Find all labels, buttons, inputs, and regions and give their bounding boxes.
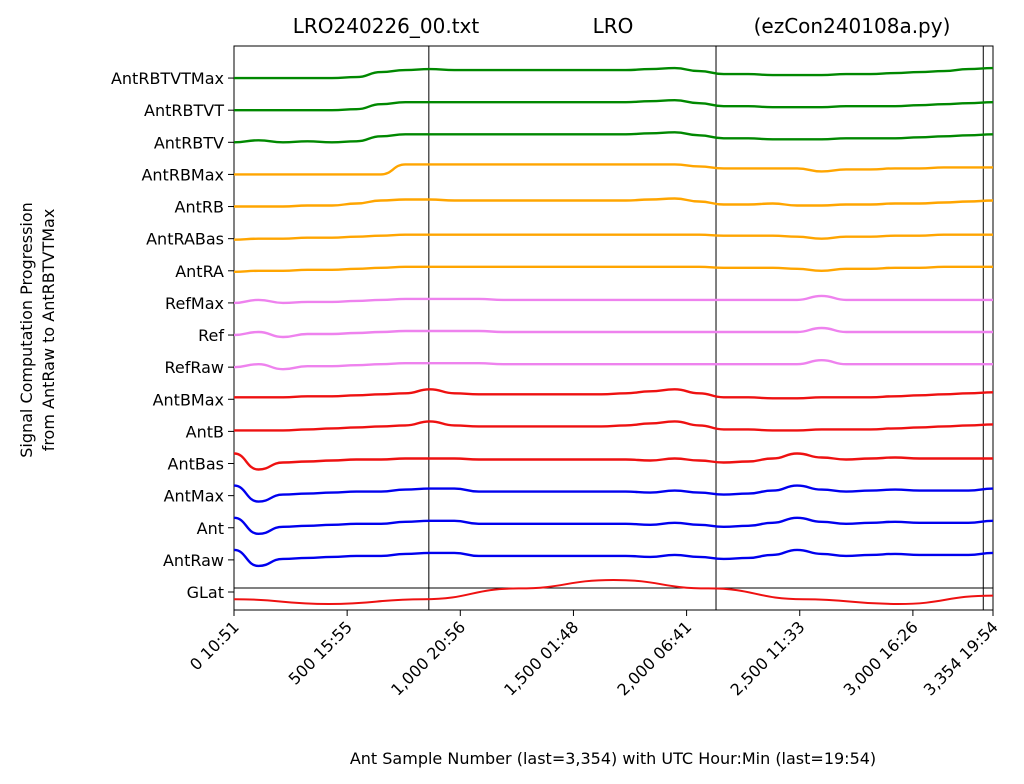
x-tick-label-7: 3,000 16:26 — [840, 617, 922, 699]
series-line-ant — [233, 516, 994, 535]
series-line-antraw — [233, 548, 994, 568]
x-tick-label-1: 0 10:51 — [186, 617, 243, 674]
series-line-antrbtv — [233, 131, 994, 144]
series-line-ref — [233, 326, 993, 339]
y-tick-label-antbmax: AntBMax — [153, 390, 224, 409]
y-tick-label-antb: AntB — [186, 422, 224, 441]
y-tick-label-glat: GLat — [187, 583, 224, 602]
plot-frame — [233, 45, 994, 611]
series-line-antmax — [233, 484, 994, 503]
x-tick-label-3: 1,000 20:56 — [387, 617, 469, 699]
y-tick-label-antmax: AntMax — [164, 487, 224, 506]
x-tick-label-8: 3,354 19:54 — [920, 617, 1002, 699]
y-tick-label-antrabas: AntRABas — [146, 230, 224, 249]
series-line-antbas — [233, 452, 993, 471]
series-line-glat — [233, 579, 994, 605]
y-axis-label-line-1: Signal Computation Progression — [17, 202, 36, 458]
y-axis-label: Signal Computation Progression from AntR… — [17, 202, 58, 458]
x-axis-label: Ant Sample Number (last=3,354) with UTC … — [350, 749, 876, 768]
y-tick-label-ref: Ref — [198, 326, 224, 345]
x-tick-labels: 0 10:51 500 15:55 1,000 20:56 1,500 01:48 2,… — [186, 610, 1002, 699]
y-tick-label-antrbtvtmax: AntRBTVTMax — [111, 69, 224, 88]
y-axis-label-line-2: from AntRaw to AntRBTVTMax — [39, 209, 58, 452]
chart-title: LRO240226_00.txt LRO (ezCon240108a.py) — [293, 14, 951, 38]
y-tick-label-antbas: AntBas — [168, 455, 224, 474]
y-tick-labels: GLatAntRawAntAntMaxAntBasAntBAntBMaxRefR… — [111, 69, 234, 602]
x-tick-label-4: 1,500 01:48 — [500, 617, 582, 699]
plot-area — [233, 45, 994, 611]
chart-title-center: LRO — [593, 14, 634, 38]
y-tick-label-refraw: RefRaw — [164, 358, 224, 377]
series-line-antrabas — [233, 233, 993, 241]
series-line-antb — [234, 420, 994, 432]
x-tick-label-5: 2,000 06:41 — [613, 617, 695, 699]
series-line-antrbmax — [233, 163, 993, 176]
chart-title-left: LRO240226_00.txt — [293, 14, 480, 38]
series-line-refmax — [233, 294, 993, 305]
y-tick-label-antraw: AntRaw — [163, 551, 224, 570]
y-tick-label-antrbmax: AntRBMax — [141, 165, 224, 184]
y-tick-label-antrbtvt: AntRBTVT — [144, 101, 224, 120]
y-tick-label-antrbtv: AntRBTV — [154, 133, 224, 152]
chart-title-right: (ezCon240108a.py) — [754, 14, 951, 38]
series-line-antrbtvtmax — [234, 66, 994, 80]
series-line-antbmax — [234, 388, 994, 400]
series-line-refraw — [233, 359, 993, 371]
y-tick-label-antrb: AntRB — [175, 198, 224, 217]
series-line-antrb — [233, 197, 994, 208]
series-line-antra — [233, 265, 993, 273]
y-tick-label-antra: AntRA — [175, 262, 224, 281]
x-tick-label-2: 500 15:55 — [285, 617, 356, 688]
x-tick-label-6: 2,500 11:33 — [727, 617, 809, 699]
series-line-antrbtvt — [234, 99, 994, 112]
y-tick-label-refmax: RefMax — [165, 294, 224, 313]
y-tick-label-ant: Ant — [197, 519, 224, 538]
